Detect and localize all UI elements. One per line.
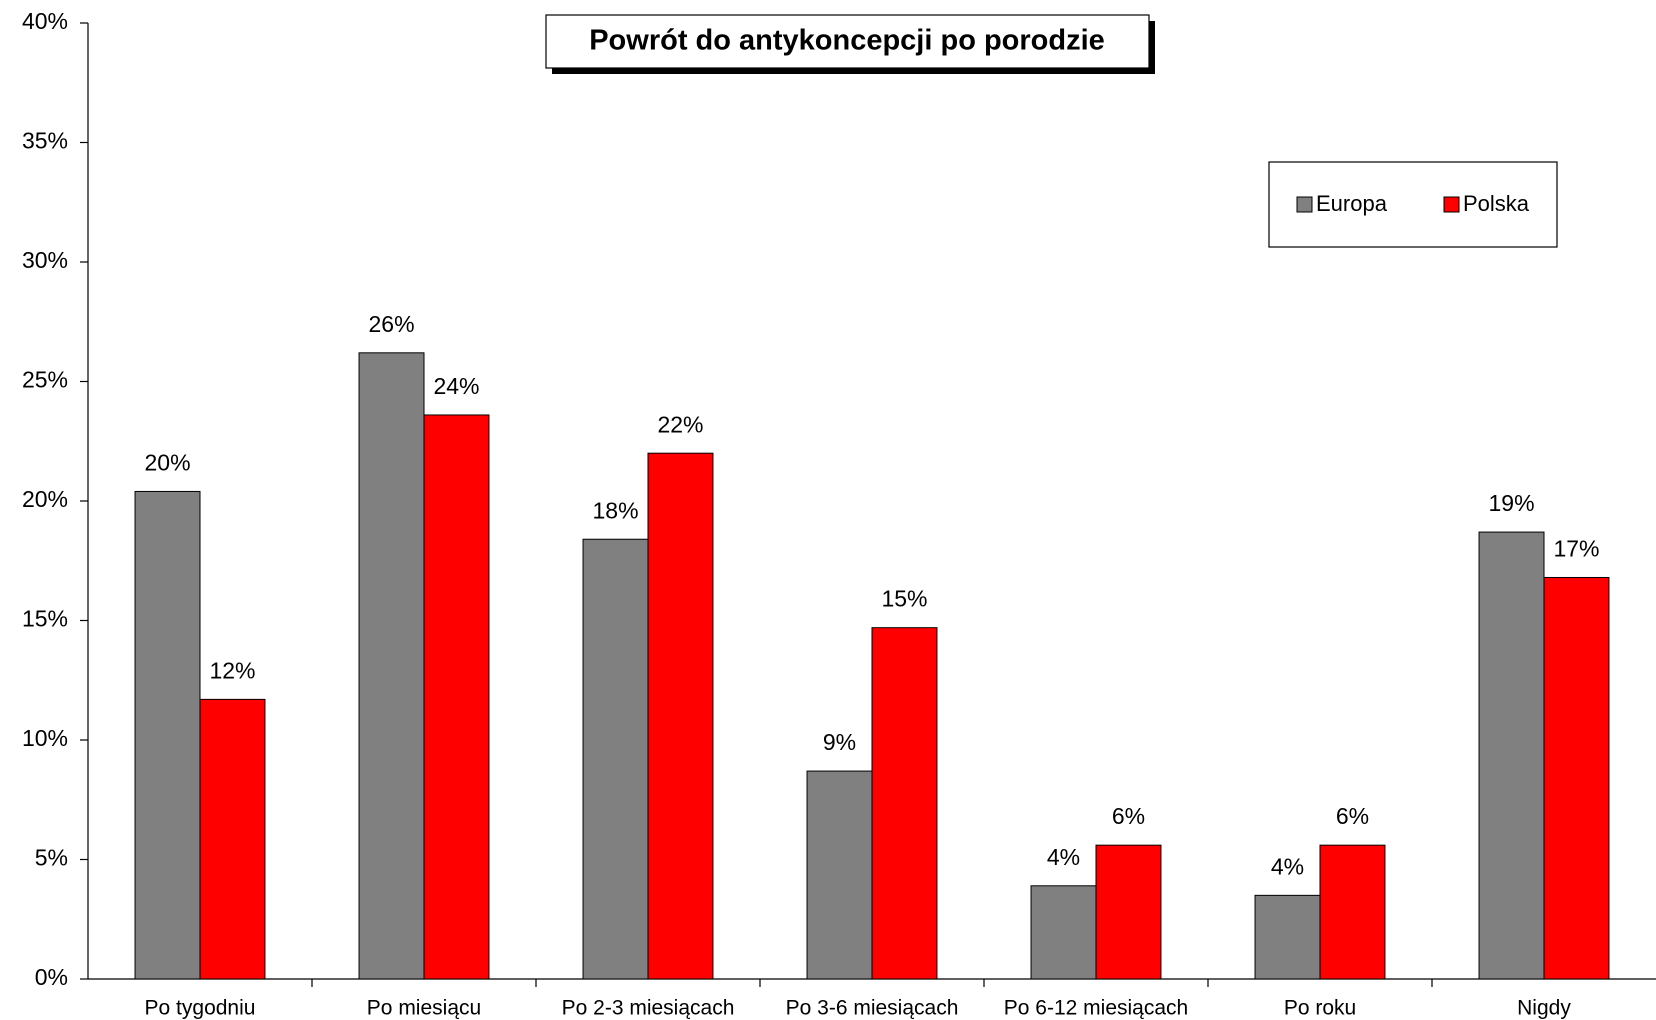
bar xyxy=(871,627,938,980)
bar xyxy=(1254,894,1321,980)
bar xyxy=(582,538,649,980)
data-label: 19% xyxy=(1488,490,1534,516)
x-tick-label: Po 6-12 miesiącach xyxy=(1004,997,1188,1020)
data-label: 26% xyxy=(368,311,414,337)
data-label: 15% xyxy=(881,586,927,612)
y-tick-label: 35% xyxy=(22,128,68,154)
data-label: 6% xyxy=(1336,803,1369,829)
bar xyxy=(423,414,490,980)
y-tick-label: 20% xyxy=(22,486,68,512)
chart-title: Powrót do antykoncepcji po porodzie xyxy=(589,25,1105,57)
data-label: 24% xyxy=(433,373,479,399)
legend-box xyxy=(1268,161,1558,248)
title-box xyxy=(545,14,1150,69)
bar xyxy=(199,698,266,980)
data-label: 17% xyxy=(1553,536,1599,562)
y-tick-label: 10% xyxy=(22,725,68,751)
x-tick-label: Po roku xyxy=(1284,997,1356,1020)
y-tick-label: 15% xyxy=(22,606,68,632)
bar xyxy=(1030,885,1097,980)
bar xyxy=(647,452,714,980)
legend-label: Europa xyxy=(1316,191,1388,216)
y-tick-label: 0% xyxy=(35,964,68,990)
bar xyxy=(1095,844,1162,980)
data-label: 6% xyxy=(1112,803,1145,829)
bar xyxy=(1478,531,1545,980)
x-tick-label: Po 2-3 miesiącach xyxy=(562,997,735,1020)
bar xyxy=(1319,844,1386,980)
data-label: 18% xyxy=(592,497,638,523)
bar xyxy=(1543,576,1610,980)
data-label: 22% xyxy=(657,411,703,437)
y-tick-label: 25% xyxy=(22,367,68,393)
data-label: 20% xyxy=(144,450,190,476)
data-label: 12% xyxy=(209,657,255,683)
y-tick-label: 40% xyxy=(22,8,68,34)
data-label: 4% xyxy=(1047,844,1080,870)
x-tick-label: Po miesiącu xyxy=(367,997,481,1020)
x-tick-label: Nigdy xyxy=(1517,997,1571,1020)
legend-swatch xyxy=(1296,196,1313,213)
legend-swatch xyxy=(1443,196,1460,213)
y-tick-label: 30% xyxy=(22,247,68,273)
x-tick-label: Po tygodniu xyxy=(145,997,256,1020)
data-label: 4% xyxy=(1271,853,1304,879)
x-tick-label: Po 3-6 miesiącach xyxy=(786,997,959,1020)
bar xyxy=(134,490,201,980)
bar xyxy=(358,352,425,980)
legend-label: Polska xyxy=(1463,191,1530,216)
y-tick-label: 5% xyxy=(35,845,68,871)
bar xyxy=(806,770,873,980)
data-label: 9% xyxy=(823,729,856,755)
